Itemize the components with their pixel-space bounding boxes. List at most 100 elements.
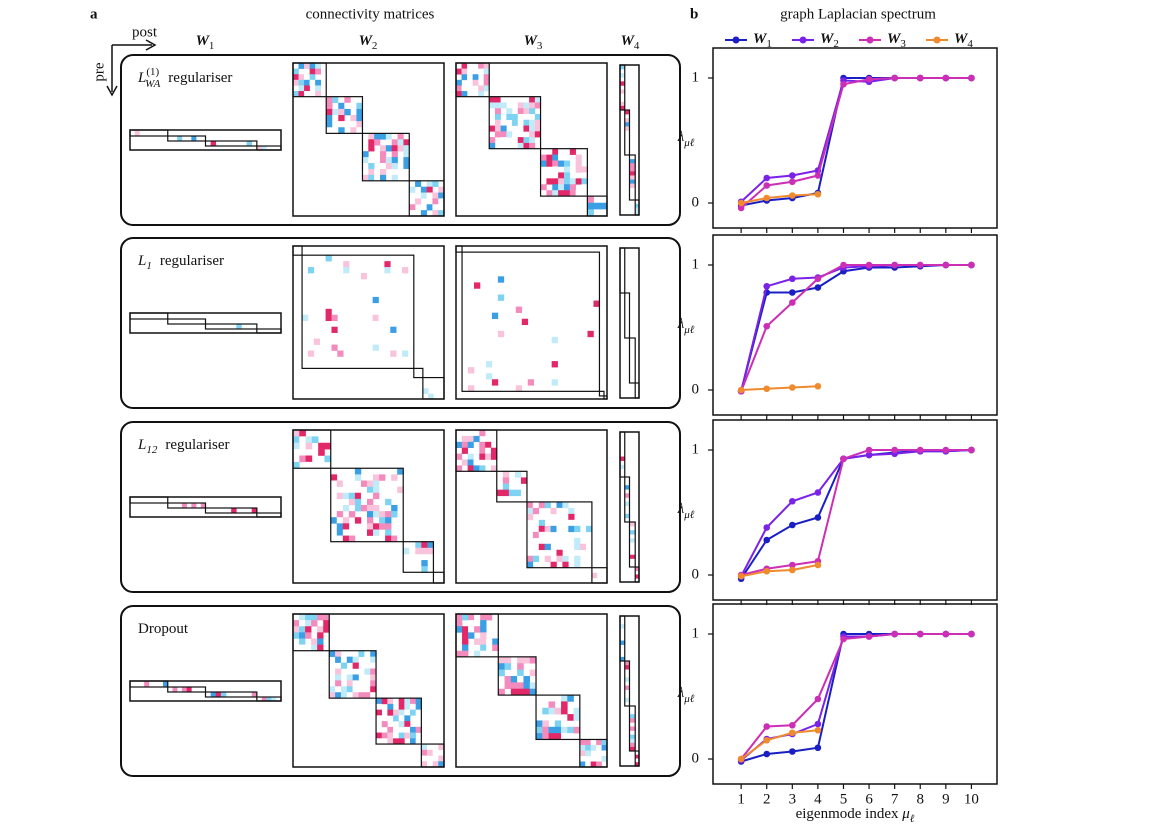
matrix-cell: [629, 175, 636, 180]
matrix-cell: [335, 650, 342, 657]
matrix-cell: [483, 63, 490, 69]
y-tick-label: 1: [692, 69, 700, 85]
matrix-frame: [292, 62, 445, 217]
matrix-cell: [552, 190, 559, 197]
matrix-cell: [550, 561, 557, 568]
matrix-cell: [342, 523, 350, 530]
point: [789, 497, 796, 505]
matrix-cell: [352, 692, 359, 699]
matrix-cell: [558, 160, 565, 167]
matrix-cell: [379, 517, 386, 524]
matrix-cell: [635, 567, 640, 572]
point: [942, 630, 950, 638]
matrix-cell: [591, 567, 598, 574]
matrix-cell: [372, 314, 379, 322]
column-header: W1: [196, 33, 215, 51]
matrix-cell: [492, 638, 499, 645]
matrix-cell: [596, 567, 603, 574]
matrix-cell: [325, 362, 332, 369]
matrix-cell: [546, 160, 553, 167]
matrix-cell: [293, 79, 299, 86]
matrix-cell: [315, 79, 321, 86]
matrix-cell: [342, 529, 350, 536]
matrix-frame: [619, 247, 640, 399]
matrix-cell: [311, 638, 318, 645]
matrix-cell: [309, 63, 316, 69]
matrix-cell: [529, 656, 537, 664]
row-box: [120, 237, 681, 409]
matrix-cell: [304, 63, 310, 69]
matrix-cell: [438, 761, 445, 768]
matrix-cell: [526, 561, 534, 568]
matrix-cell: [478, 91, 484, 97]
matrix-cell: [236, 324, 242, 330]
matrix-cell: [534, 114, 541, 121]
matrix-cell: [403, 151, 410, 158]
matrix-cell: [620, 73, 626, 78]
matrix-cell: [593, 318, 600, 326]
matrix-cell: [410, 738, 416, 745]
matrix-cell: [362, 174, 369, 182]
matrix-cell: [335, 692, 342, 699]
matrix-cell: [629, 718, 636, 723]
matrix-cell: [415, 180, 422, 187]
matrix-cell: [529, 669, 537, 677]
matrix-cell: [558, 172, 565, 179]
matrix-cell: [391, 535, 398, 542]
matrix-cell: [517, 102, 524, 109]
matrix-cell: [485, 342, 493, 350]
matrix-cell: [368, 133, 375, 140]
matrix-cell: [517, 688, 524, 696]
matrix-cell: [336, 480, 344, 487]
matrix-cell: [397, 133, 404, 140]
matrix-cell: [523, 119, 530, 126]
matrix-cell: [391, 145, 398, 152]
point: [789, 729, 796, 737]
matrix: [455, 429, 608, 584]
point: [865, 261, 873, 269]
matrix-cell: [403, 139, 410, 146]
matrix-cell: [532, 507, 540, 515]
matrix-cell: [478, 68, 484, 75]
matrix-cell: [391, 139, 398, 146]
matrix-cell: [544, 501, 551, 509]
matrix-cell: [364, 692, 371, 699]
matrix-cell: [561, 707, 568, 715]
matrix-cell: [391, 504, 398, 512]
matrix-cell: [620, 444, 626, 449]
matrix-cell: [506, 131, 513, 138]
matrix-cell: [354, 517, 362, 524]
matrix-cell: [550, 519, 557, 527]
matrix-cell: [298, 91, 305, 97]
matrix-cell: [360, 504, 368, 512]
matrix-cell: [404, 703, 411, 710]
matrix-cell: [601, 739, 608, 746]
matrix-cell: [432, 198, 439, 205]
matrix-cell: [376, 709, 383, 716]
matrix-cell: [536, 733, 543, 740]
matrix-cell: [338, 102, 345, 110]
matrix-cell: [391, 151, 398, 158]
row-box: [120, 421, 681, 593]
block-outline: [301, 254, 415, 369]
matrix-cell: [380, 145, 387, 152]
matrix-cell: [381, 698, 388, 705]
point: [789, 748, 796, 755]
matrix-cell: [346, 674, 353, 681]
matrix-cell: [635, 211, 640, 216]
matrix-cell: [340, 656, 348, 663]
matrix-cell: [362, 139, 369, 146]
y-axis-label: λμℓ: [677, 129, 695, 148]
matrix-cell: [569, 148, 576, 155]
matrix-cell: [492, 626, 499, 633]
matrix-cell: [496, 489, 504, 497]
matrix-cell: [568, 507, 575, 515]
matrix: [292, 62, 445, 217]
point: [814, 726, 822, 734]
matrix-cell: [500, 119, 507, 126]
matrix-cell: [601, 744, 608, 751]
matrix-cell: [393, 709, 399, 716]
matrix-cell: [629, 163, 636, 168]
matrix-cell: [620, 65, 626, 70]
matrix-cell: [574, 525, 581, 533]
